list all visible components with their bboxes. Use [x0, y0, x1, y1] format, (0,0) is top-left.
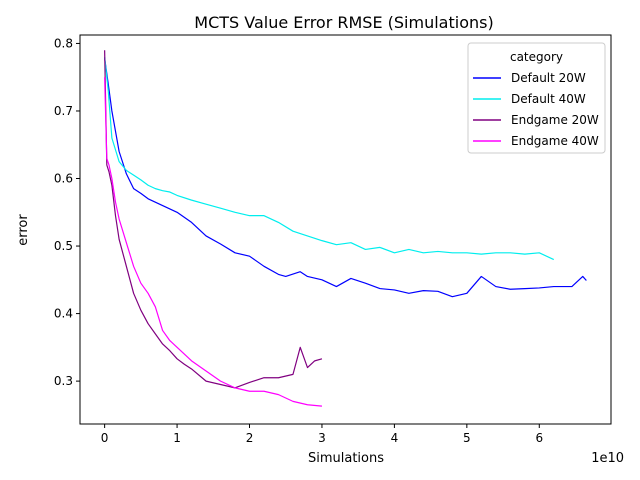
x-tick-label-4: 4	[391, 431, 399, 445]
series-line-3	[104, 77, 323, 407]
y-tick-label-5: 0.8	[54, 36, 73, 50]
x-offset-label: 1e10	[591, 451, 624, 466]
y-axis: 0.3 0.4 0.5 0.6 0.7 0.8	[54, 36, 80, 388]
y-tick-label-2: 0.5	[54, 239, 73, 253]
legend-label-3: Endgame 40W	[511, 134, 599, 148]
x-tick-label-6: 6	[535, 431, 543, 445]
series-line-1	[104, 56, 555, 261]
plot-frame	[79, 34, 612, 425]
legend: category Default 20W Default 40W Endgame 20…	[467, 42, 606, 154]
legend-title: category	[510, 50, 563, 64]
chart-title: MCTS Value Error RMSE (Simulations)	[194, 13, 493, 32]
y-tick-label-1: 0.4	[54, 307, 73, 321]
x-axis: 0 1 2 3 4 5 6	[101, 424, 543, 445]
x-tick-label-2: 2	[246, 431, 254, 445]
series-line-2	[104, 50, 323, 389]
x-axis-label: Simulations	[308, 451, 384, 466]
y-tick-label-3: 0.6	[54, 172, 73, 186]
x-tick-label-0: 0	[101, 431, 109, 445]
x-tick-label-1: 1	[173, 431, 181, 445]
y-tick-label-0: 0.3	[54, 374, 73, 388]
y-tick-label-4: 0.7	[54, 104, 73, 118]
series-line-0	[104, 58, 587, 298]
x-tick-label-3: 3	[318, 431, 326, 445]
legend-label-0: Default 20W	[511, 71, 586, 85]
legend-box	[467, 42, 606, 154]
plot-area	[104, 50, 587, 407]
legend-label-1: Default 40W	[511, 92, 586, 106]
y-axis-label: error	[16, 214, 31, 246]
x-tick-label-5: 5	[463, 431, 471, 445]
legend-label-2: Endgame 20W	[511, 113, 599, 127]
